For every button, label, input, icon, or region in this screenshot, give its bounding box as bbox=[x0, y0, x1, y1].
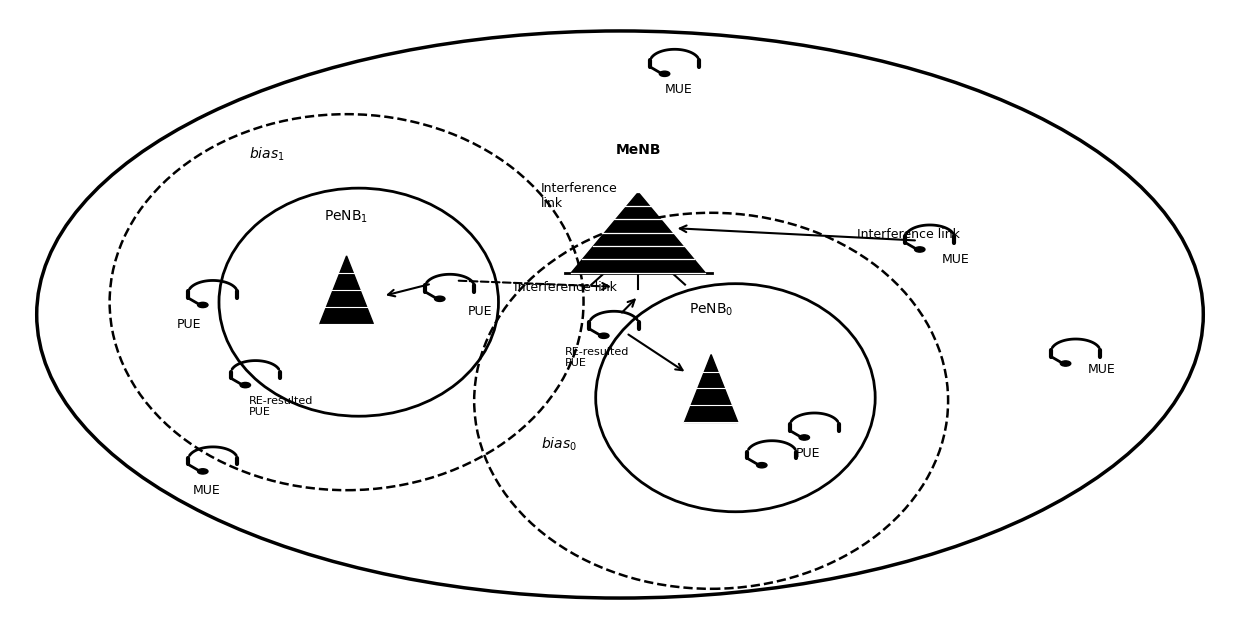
Circle shape bbox=[799, 435, 810, 440]
Text: MUE: MUE bbox=[665, 83, 692, 96]
Text: PeNB$_0$: PeNB$_0$ bbox=[689, 301, 733, 318]
Text: Interference
link: Interference link bbox=[541, 182, 618, 210]
Text: RE-resulted
PUE: RE-resulted PUE bbox=[565, 347, 630, 368]
Circle shape bbox=[434, 296, 445, 301]
Text: PUE: PUE bbox=[176, 318, 201, 331]
Text: PeNB$_1$: PeNB$_1$ bbox=[325, 209, 368, 225]
Polygon shape bbox=[320, 256, 373, 324]
Text: Interference link: Interference link bbox=[857, 228, 960, 241]
Text: MUE: MUE bbox=[1087, 364, 1116, 377]
Text: PUE: PUE bbox=[796, 447, 821, 460]
Circle shape bbox=[660, 71, 670, 77]
Ellipse shape bbox=[37, 31, 1203, 598]
Circle shape bbox=[1060, 361, 1071, 366]
Text: MUE: MUE bbox=[193, 484, 221, 497]
Circle shape bbox=[915, 247, 925, 252]
Circle shape bbox=[599, 333, 609, 338]
Circle shape bbox=[197, 303, 208, 308]
Text: MeNB: MeNB bbox=[615, 143, 661, 157]
Text: Interference link: Interference link bbox=[513, 281, 616, 294]
Text: bias$_0$: bias$_0$ bbox=[541, 436, 577, 453]
Text: RE-resulted
PUE: RE-resulted PUE bbox=[249, 396, 314, 418]
Circle shape bbox=[197, 469, 208, 474]
Circle shape bbox=[241, 382, 250, 387]
Ellipse shape bbox=[595, 284, 875, 512]
Text: PUE: PUE bbox=[467, 305, 492, 318]
Circle shape bbox=[756, 462, 768, 468]
Polygon shape bbox=[572, 192, 706, 272]
Text: MUE: MUE bbox=[942, 252, 970, 265]
Ellipse shape bbox=[219, 188, 498, 416]
Text: bias$_1$: bias$_1$ bbox=[249, 146, 285, 164]
Polygon shape bbox=[684, 355, 738, 423]
